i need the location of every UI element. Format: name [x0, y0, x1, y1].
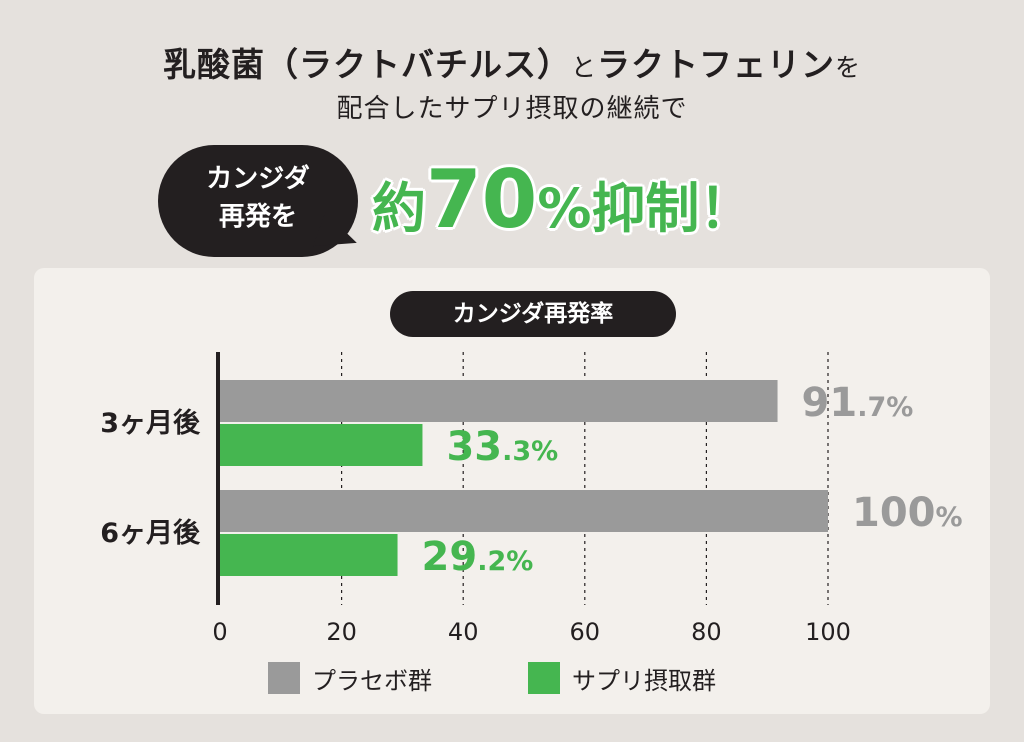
speech-bubble [158, 145, 358, 257]
legend-supplement-swatch [528, 662, 560, 694]
x-tick-label-60: 60 [570, 618, 601, 646]
value-label-placebo-2: 100% [852, 490, 963, 536]
headline-line1: 乳酸菌（ラクトバチルス）とラクトフェリンを [0, 38, 1024, 86]
result-percent: % [537, 177, 592, 240]
legend-placebo-label: プラセボ群 [312, 666, 432, 695]
bubble-line1: カンジダ [206, 164, 310, 194]
bar-supplement-1 [220, 424, 423, 466]
headline-conn2: を [835, 53, 862, 82]
x-tick-label-0: 0 [212, 618, 227, 646]
bar-placebo-1 [220, 380, 778, 422]
bubble-line2: 再発を [218, 202, 297, 232]
x-tick-label-40: 40 [448, 618, 479, 646]
bar-supplement-2 [220, 534, 398, 576]
legend-supplement: サプリ摂取群 [528, 662, 716, 695]
chart-title: カンジダ再発率 [390, 291, 676, 337]
value-label-supplement-1: 33.3% [446, 424, 558, 470]
legend-placebo-swatch [268, 662, 300, 694]
category-label-2: 6ヶ月後 [100, 518, 201, 549]
legend-placebo: プラセボ群 [268, 662, 432, 695]
category-label-1: 3ヶ月後 [100, 408, 201, 439]
result-headline: 約70%抑制！ [372, 150, 753, 250]
value-label-supplement-2: 29.2% [422, 534, 534, 580]
result-suffix: 抑制！ [591, 177, 754, 240]
speech-bubble-text: カンジダ 再発を [158, 160, 358, 236]
x-tick-label-100: 100 [805, 618, 851, 646]
headline-line2: 配合したサプリ摂取の継続で [336, 94, 688, 124]
result-number: 70 [426, 153, 538, 246]
result-prefix: 約 [372, 177, 426, 240]
bar-placebo-2 [220, 490, 828, 532]
x-tick-label-20: 20 [326, 618, 357, 646]
legend-supplement-label: サプリ摂取群 [572, 666, 716, 695]
headline-conn1: と [570, 53, 597, 82]
value-label-placebo-1: 91.7% [802, 380, 914, 426]
headline-part1: 乳酸菌（ラクトバチルス） [162, 45, 571, 84]
x-tick-label-80: 80 [691, 618, 722, 646]
headline-part2: ラクトフェリン [597, 45, 835, 84]
